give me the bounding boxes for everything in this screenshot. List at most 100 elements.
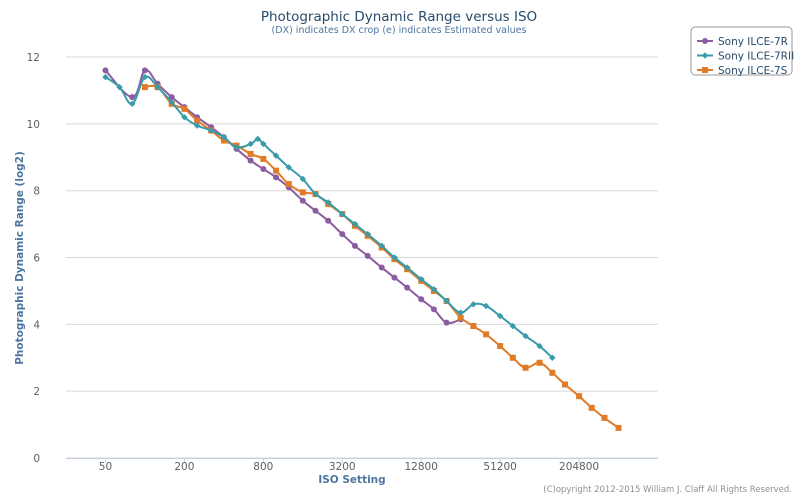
data-point (403, 264, 411, 271)
data-point (273, 174, 280, 181)
data-point (312, 207, 319, 214)
data-point (549, 354, 556, 361)
x-tick-label: 3200 (329, 461, 356, 473)
data-point (378, 242, 385, 250)
y-axis: 0 2 4 6 8 10 12 (27, 52, 41, 465)
data-point (351, 220, 359, 228)
data-point (325, 217, 332, 224)
data-point (536, 342, 543, 350)
x-tick-label: 51200 (483, 461, 516, 473)
data-point (247, 150, 254, 157)
data-point (254, 135, 261, 143)
chart-subtitle: (DX) indicates DX crop (e) indicates Est… (272, 25, 527, 36)
legend-label: Sony ILCE-7S (718, 65, 788, 77)
legend-marker (702, 67, 708, 73)
data-point (470, 301, 477, 308)
data-point (272, 152, 280, 159)
gridlines (66, 56, 658, 459)
data-point (260, 155, 267, 162)
data-point (509, 322, 517, 330)
data-point (299, 197, 306, 204)
y-tick-label: 12 (27, 52, 40, 64)
x-tick-label: 200 (174, 461, 194, 473)
data-point (549, 369, 556, 376)
copyright-credit: (C)opyright 2012-2015 William J. Claff A… (543, 485, 792, 495)
data-point (273, 167, 280, 174)
legend-label: Sony ILCE-7R (718, 36, 788, 48)
x-tick-label: 800 (253, 461, 273, 473)
data-point (168, 98, 175, 106)
x-tick-label: 204800 (559, 461, 599, 473)
y-tick-label: 8 (33, 186, 40, 198)
data-point (220, 137, 227, 144)
data-point (522, 364, 529, 371)
data-point (339, 231, 346, 238)
data-point (364, 230, 371, 238)
data-point (482, 302, 490, 310)
y-tick-label: 10 (27, 119, 40, 131)
data-point (220, 134, 228, 141)
data-point (509, 354, 516, 361)
data-point (233, 144, 240, 151)
data-point (430, 286, 438, 293)
x-tick-label: 12800 (404, 461, 437, 473)
data-point (285, 181, 292, 188)
legend-item[interactable]: Sony ILCE-7S (697, 65, 788, 77)
data-point (129, 94, 136, 101)
data-point (418, 296, 425, 303)
data-point (116, 83, 123, 91)
data-point (391, 254, 398, 261)
data-point (443, 319, 450, 326)
data-point (207, 127, 215, 134)
data-point (325, 199, 332, 206)
data-point (260, 165, 267, 172)
y-tick-label: 2 (33, 386, 40, 398)
data-point (430, 306, 437, 313)
data-point (181, 105, 188, 112)
legend-marker (702, 38, 708, 44)
data-point (129, 100, 136, 108)
data-point (562, 381, 569, 388)
data-point (102, 73, 109, 81)
data-point (260, 140, 267, 148)
data-point (496, 312, 504, 320)
data-point (168, 94, 175, 101)
data-point (497, 343, 504, 350)
data-point (312, 190, 319, 198)
data-point (141, 84, 148, 91)
data-point (391, 274, 398, 281)
data-point (299, 189, 306, 196)
data-point (299, 175, 306, 183)
data-point (601, 414, 608, 421)
chart-title: Photographic Dynamic Range versus ISO (261, 9, 537, 25)
data-point (457, 314, 464, 321)
data-point (483, 331, 490, 338)
legend-item[interactable]: Sony ILCE-7R (697, 36, 788, 48)
data-point (247, 140, 254, 148)
data-point (576, 393, 583, 400)
y-tick-label: 4 (33, 319, 40, 331)
data-point (102, 67, 109, 74)
data-point (194, 117, 201, 124)
data-point (193, 122, 201, 129)
y-tick-label: 0 (33, 453, 40, 465)
x-axis-title: ISO Setting (318, 474, 385, 486)
series-sony-ilce-7rii (102, 73, 556, 361)
x-axis: 50 200 800 3200 12800 51200 204800 (66, 458, 658, 473)
data-point (351, 242, 358, 249)
data-point (615, 424, 622, 431)
data-point (418, 276, 425, 283)
data-point (339, 210, 346, 218)
y-axis-title: Photographic Dynamic Range (log2) (14, 151, 26, 365)
legend-label: Sony ILCE-7RII (718, 51, 794, 63)
legend: Sony ILCE-7R Sony ILCE-7RII Sony ILCE-7S (690, 26, 794, 77)
data-point (378, 264, 385, 271)
legend-item[interactable]: Sony ILCE-7RII (697, 51, 794, 63)
data-point (536, 359, 543, 366)
data-point (522, 332, 529, 340)
data-point (443, 297, 450, 305)
legend-box (690, 26, 793, 76)
y-tick-label: 6 (33, 253, 40, 265)
